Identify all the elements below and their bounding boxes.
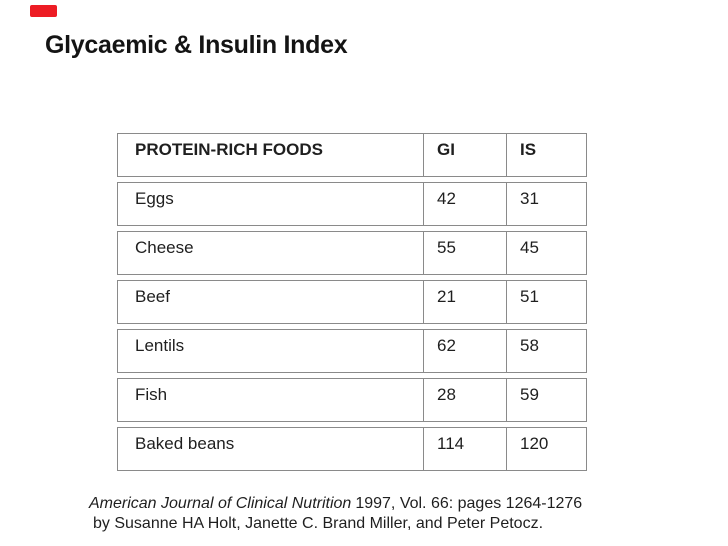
food-cell: Cheese (135, 238, 194, 257)
table-row: Lentils 62 58 (117, 329, 587, 373)
column-header-foods: PROTEIN-RICH FOODS (135, 140, 323, 159)
red-corner-mark (30, 5, 57, 17)
table-row: Cheese 55 45 (117, 231, 587, 275)
is-cell: 51 (506, 281, 586, 323)
column-header-is: IS (506, 134, 586, 176)
is-cell: 31 (506, 183, 586, 225)
page-title: Glycaemic & Insulin Index (45, 31, 348, 59)
is-cell: 58 (506, 330, 586, 372)
food-cell: Fish (135, 385, 168, 404)
citation-journal-name: American Journal of Clinical Nutrition (89, 495, 352, 512)
gi-cell: 28 (423, 379, 506, 421)
column-header-gi: GI (423, 134, 506, 176)
food-cell: Eggs (135, 189, 174, 208)
gi-cell: 55 (423, 232, 506, 274)
table-row: Eggs 42 31 (117, 182, 587, 226)
table-row: Beef 21 51 (117, 280, 587, 324)
table-header-row: PROTEIN-RICH FOODS GI IS (117, 133, 587, 177)
table-row: Fish 28 59 (117, 378, 587, 422)
food-cell: Beef (135, 287, 170, 306)
citation: American Journal of Clinical Nutrition 19… (89, 494, 582, 534)
table-row: Baked beans 114 120 (117, 427, 587, 471)
is-cell: 59 (506, 379, 586, 421)
food-cell: Baked beans (135, 434, 235, 453)
gi-cell: 42 (423, 183, 506, 225)
citation-reference: 1997, Vol. 66: pages 1264-1276 (355, 495, 583, 512)
gi-cell: 21 (423, 281, 506, 323)
citation-authors: by Susanne HA Holt, Janette C. Brand Mil… (93, 515, 544, 532)
food-cell: Lentils (135, 336, 185, 355)
citation-line-1: American Journal of Clinical Nutrition 19… (89, 494, 582, 514)
is-cell: 120 (506, 428, 586, 470)
gi-cell: 114 (423, 428, 506, 470)
gi-cell: 62 (423, 330, 506, 372)
is-cell: 45 (506, 232, 586, 274)
glycaemic-insulin-table: PROTEIN-RICH FOODS GI IS Eggs 42 31 Chee… (117, 133, 587, 471)
